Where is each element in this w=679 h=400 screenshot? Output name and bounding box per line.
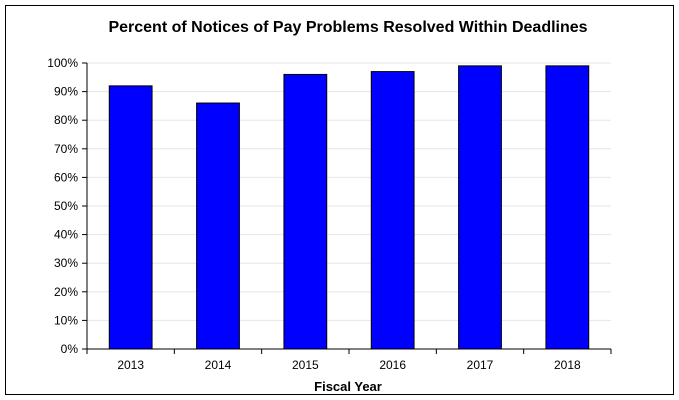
bars	[108, 65, 590, 350]
y-tick-label: 90%	[54, 85, 78, 99]
axes	[82, 62, 612, 354]
bar-2017	[458, 65, 502, 350]
y-tick-label: 70%	[54, 142, 78, 156]
y-tick-label: 100%	[47, 56, 78, 70]
x-axis-label: Fiscal Year	[314, 379, 382, 394]
x-tick-labels: 2013 2014 2015 2016 2017 2018	[117, 358, 581, 372]
y-tick-label: 40%	[54, 228, 78, 242]
x-tick-label: 2017	[467, 358, 494, 372]
x-tick-label: 2018	[554, 358, 581, 372]
y-tick-label: 10%	[54, 313, 78, 327]
bar-2015	[283, 73, 328, 350]
bar-2016	[370, 71, 415, 350]
gridlines	[87, 62, 611, 321]
y-tick-label: 30%	[54, 256, 78, 270]
x-tick-label: 2016	[379, 358, 406, 372]
x-tick-label: 2013	[117, 358, 144, 372]
y-tick-label: 20%	[54, 285, 78, 299]
bar-2013	[108, 85, 153, 350]
x-tick-label: 2015	[292, 358, 319, 372]
y-tick-label: 50%	[54, 199, 78, 213]
bar-2018	[545, 65, 590, 350]
y-tick-label: 60%	[54, 170, 78, 184]
x-tick-label: 2014	[205, 358, 232, 372]
bar-2014	[196, 102, 240, 350]
chart-title: Percent of Notices of Pay Problems Resol…	[108, 19, 587, 36]
y-tick-label: 80%	[54, 113, 78, 127]
y-tick-label: 0%	[61, 342, 79, 356]
y-tick-labels: 0% 10% 20% 30% 40% 50% 60% 70% 80% 90% 100%	[47, 56, 78, 356]
